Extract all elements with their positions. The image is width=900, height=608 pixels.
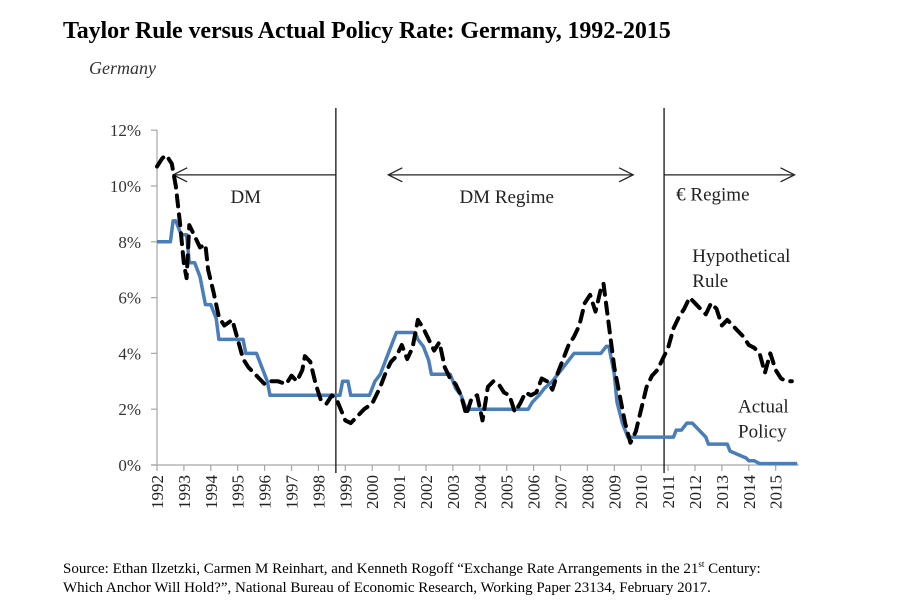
x-tick-label: 2008: [578, 475, 597, 509]
series-hypothetical-rule-line: [155, 153, 794, 445]
y-tick-label: 12%: [110, 121, 141, 140]
x-tick-label: 2012: [686, 475, 705, 509]
y-tick-label: 10%: [110, 177, 141, 196]
source-text-b: Century:: [704, 561, 761, 577]
arrow-right-icon: [780, 167, 796, 183]
x-tick-label: 2002: [417, 475, 436, 509]
x-tick-label: 1997: [283, 475, 302, 510]
x-tick-label: 1995: [229, 475, 248, 509]
regime-label: DM Regime: [459, 187, 553, 208]
x-tick-label: 2013: [713, 475, 732, 509]
series-label: Policy: [738, 422, 787, 443]
y-tick-label: 4%: [118, 344, 141, 363]
x-tick-label: 2015: [767, 475, 786, 509]
y-tick-label: 8%: [118, 233, 141, 252]
axes: 0% 2% 4% 6% 8% 10% 12% 1992 1993 1994 1995 1996 1997…: [110, 121, 799, 509]
source-line-1: Source: Ethan Ilzetzki, Carmen M Reinhar…: [63, 555, 761, 579]
x-tick-label: 2006: [525, 475, 544, 509]
series-label: Actual: [738, 396, 789, 417]
arrow-left-icon: [171, 167, 188, 183]
source-line-2: Which Anchor Will Hold?”, National Burea…: [63, 580, 711, 596]
regime-label: € Regime: [676, 184, 749, 205]
regime-separators: [335, 108, 665, 473]
arrow-left-icon: [386, 167, 403, 183]
source-text-a: Source: Ethan Ilzetzki, Carmen M Reinhar…: [63, 561, 699, 577]
x-tick-label: 2000: [363, 475, 382, 509]
y-tick-label: 6%: [118, 289, 141, 308]
source-superscript: st: [698, 559, 705, 569]
x-tick-label: 2009: [605, 475, 624, 509]
series-layer: [155, 153, 798, 466]
series-label: Rule: [692, 271, 728, 292]
x-tick-label: 1998: [309, 475, 328, 509]
series-label: Hypothetical: [692, 246, 790, 267]
annotations: DM DM Regime € Regime Hypothetical Rule Actua…: [171, 167, 796, 443]
x-tick-label: 2010: [632, 475, 651, 509]
x-tick-label: 2003: [444, 475, 463, 509]
x-tick-label: 1999: [336, 475, 355, 509]
chart-subtitle: Germany: [89, 58, 156, 78]
x-tick-label: 2005: [498, 475, 517, 509]
arrow-right-icon: [618, 167, 635, 183]
y-tick-label: 0%: [118, 456, 141, 475]
regime-label: DM: [230, 187, 261, 208]
x-tick-label: 1996: [256, 475, 275, 509]
x-tick-label: 2011: [659, 475, 678, 508]
x-tick-label: 2014: [740, 475, 759, 510]
x-tick-label: 1994: [202, 475, 221, 510]
x-tick-label: 2001: [390, 475, 409, 509]
x-tick-label: 1993: [175, 475, 194, 509]
chart-title: Taylor Rule versus Actual Policy Rate: G…: [63, 18, 671, 44]
x-tick-label: 2007: [552, 475, 571, 510]
x-tick-label: 2004: [471, 475, 490, 510]
y-tick-label: 2%: [118, 400, 141, 419]
source-note: Source: Ethan Ilzetzki, Carmen M Reinhar…: [63, 555, 761, 598]
x-tick-label: 1992: [148, 475, 167, 509]
